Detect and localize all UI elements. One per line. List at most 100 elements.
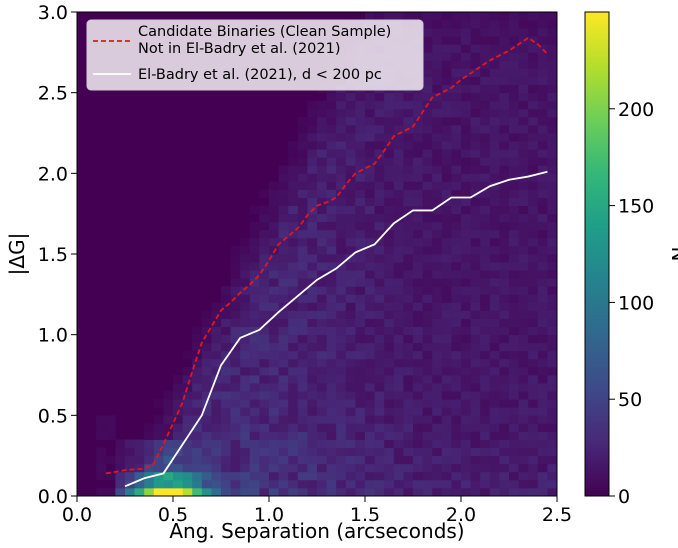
- heatmap-cell: [249, 391, 260, 400]
- heatmap-cell: [278, 197, 289, 206]
- heatmap-cell: [461, 28, 471, 37]
- heatmap-cell: [422, 262, 433, 271]
- heatmap-cell: [230, 487, 241, 496]
- heatmap-cell: [269, 326, 279, 336]
- heatmap-cell: [499, 254, 510, 263]
- heatmap-cell: [345, 294, 356, 303]
- heatmap-cell: [403, 262, 414, 271]
- heatmap-cell: [432, 237, 443, 247]
- heatmap-cell: [384, 286, 395, 295]
- heatmap-cell: [547, 205, 557, 215]
- heatmap-cell: [547, 68, 557, 77]
- heatmap-cell: [278, 254, 289, 263]
- heatmap-cell: [374, 479, 385, 489]
- heatmap-cell: [336, 399, 347, 408]
- heatmap-cell: [288, 407, 299, 416]
- heatmap-cell: [134, 447, 145, 457]
- heatmap-cell: [441, 487, 452, 496]
- heatmap-cell: [480, 447, 491, 457]
- heatmap-cell: [509, 237, 519, 247]
- heatmap-cell: [365, 141, 375, 150]
- heatmap-cell: [211, 391, 222, 400]
- heatmap-cell: [509, 439, 519, 448]
- heatmap-cell: [518, 12, 529, 21]
- y-tick-label: 1.0: [38, 325, 68, 347]
- heatmap-cell: [537, 20, 548, 29]
- heatmap-cell: [547, 52, 557, 61]
- heatmap-cell: [451, 334, 462, 344]
- heatmap-cell: [221, 310, 231, 319]
- heatmap-cell: [384, 391, 395, 400]
- heatmap-cell: [374, 108, 385, 118]
- heatmap-cell: [288, 237, 299, 247]
- heatmap-cell: [432, 423, 443, 432]
- heatmap-cell: [393, 205, 404, 215]
- heatmap-cell: [547, 366, 557, 376]
- heatmap-cell: [278, 302, 289, 311]
- heatmap-cell: [518, 221, 529, 231]
- heatmap-cell: [422, 28, 433, 37]
- heatmap-cell: [480, 173, 491, 182]
- y-tick-label: 2.5: [38, 83, 68, 105]
- heatmap-cell: [537, 487, 548, 496]
- heatmap-cell: [537, 286, 548, 295]
- heatmap-cell: [240, 463, 251, 473]
- heatmap-cell: [422, 213, 433, 223]
- heatmap-cell: [201, 455, 212, 465]
- heatmap-cell: [221, 487, 231, 496]
- heatmap-cell: [355, 350, 366, 360]
- heatmap-cell: [451, 310, 462, 319]
- heatmap-cell: [288, 326, 299, 336]
- heatmap-cell: [249, 439, 260, 448]
- heatmap-cell: [240, 358, 251, 368]
- heatmap-cell: [269, 334, 279, 344]
- heatmap-cell: [240, 326, 251, 336]
- heatmap-cell: [441, 334, 452, 344]
- heatmap-cell: [480, 92, 491, 102]
- heatmap-cell: [432, 302, 443, 311]
- heatmap-cell: [461, 12, 471, 21]
- heatmap-cell: [317, 189, 327, 198]
- heatmap-cell: [393, 108, 404, 118]
- heatmap-cell: [509, 141, 519, 150]
- heatmap-cell: [547, 326, 557, 336]
- colorbar-tick-label: 150: [618, 196, 654, 218]
- heatmap-cell: [441, 44, 452, 53]
- heatmap-cell: [528, 366, 539, 376]
- heatmap-cell: [345, 439, 356, 448]
- heatmap-cell: [461, 181, 471, 190]
- heatmap-cell: [509, 318, 519, 327]
- heatmap-cell: [470, 229, 481, 239]
- heatmap-cell: [489, 358, 500, 368]
- heatmap-cell: [441, 68, 452, 77]
- heatmap-cell: [144, 439, 155, 448]
- heatmap-cell: [461, 52, 471, 61]
- heatmap-cell: [240, 383, 251, 392]
- heatmap-cell: [326, 439, 337, 448]
- heatmap-cell: [365, 108, 375, 118]
- heatmap-cell: [259, 221, 270, 231]
- heatmap-cell: [317, 487, 327, 496]
- heatmap-cell: [518, 149, 529, 158]
- heatmap-cell: [259, 189, 270, 198]
- heatmap-cell: [422, 375, 433, 384]
- heatmap-cell: [96, 455, 107, 465]
- heatmap-cell: [413, 165, 423, 174]
- heatmap-cell: [326, 366, 337, 376]
- heatmap-cell: [317, 383, 327, 392]
- heatmap-cell: [451, 399, 462, 408]
- heatmap-cell: [528, 407, 539, 416]
- heatmap-cell: [422, 165, 433, 174]
- heatmap-cell: [470, 375, 481, 384]
- heatmap-cell: [307, 229, 318, 239]
- heatmap-cell: [249, 342, 260, 352]
- heatmap-cell: [441, 431, 452, 440]
- heatmap-cell: [518, 270, 529, 279]
- heatmap-cell: [461, 60, 471, 69]
- heatmap-cell: [355, 487, 366, 496]
- heatmap-cell: [365, 366, 375, 376]
- heatmap-cell: [432, 326, 443, 336]
- heatmap-cell: [182, 423, 193, 432]
- heatmap-cell: [489, 221, 500, 231]
- heatmap-cell: [269, 415, 279, 424]
